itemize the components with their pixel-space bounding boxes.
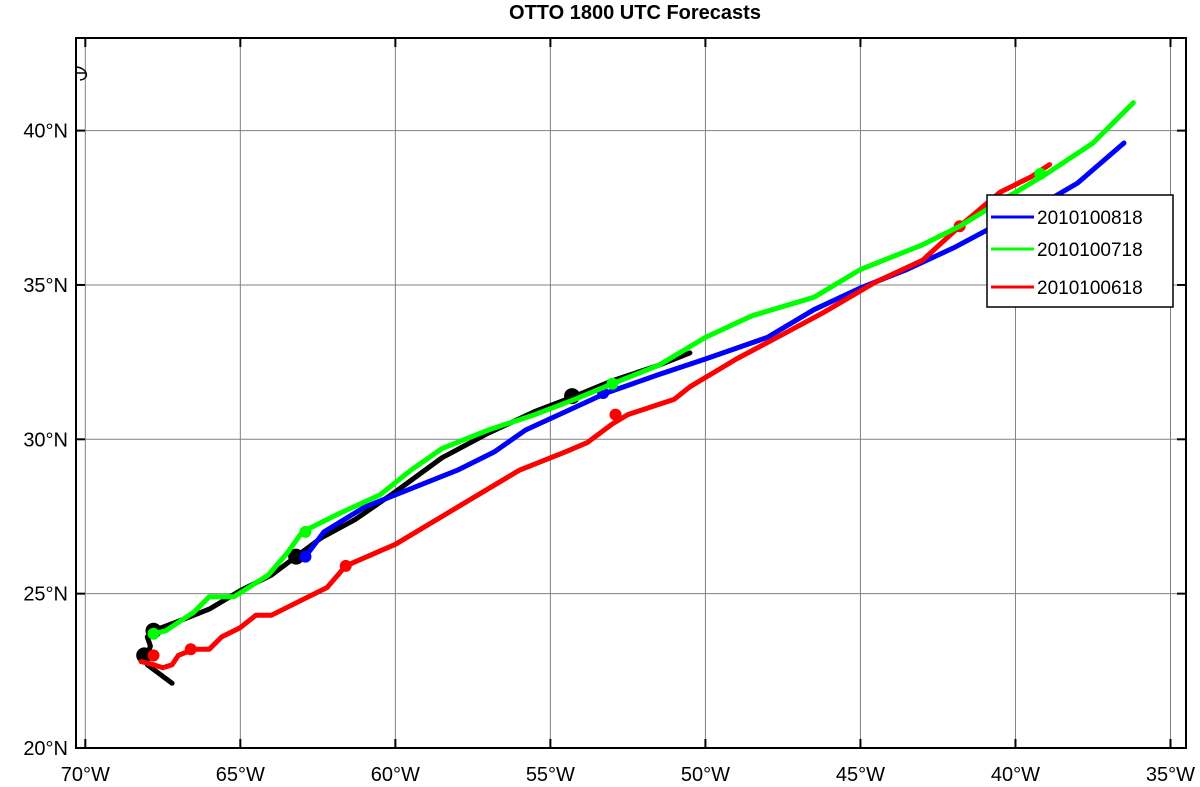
legend-label: 2010100718 [1037, 240, 1143, 261]
grid [76, 38, 1186, 749]
map-corner-icon [75, 66, 88, 81]
series-2010100718-marker [147, 627, 160, 640]
x-tick-label: 65°W [216, 764, 265, 786]
series-2010100718-line [151, 100, 1136, 637]
x-tick-label: 35°W [1146, 764, 1195, 786]
series-2010100818-marker [299, 550, 312, 563]
y-tick-label: 35°N [23, 275, 68, 297]
series-2010100718-marker [299, 525, 312, 538]
x-tick-label: 50°W [681, 764, 730, 786]
y-tick-label: 25°N [23, 584, 68, 606]
series-2010100618-marker [339, 559, 352, 572]
chart-title: OTTO 1800 UTC Forecasts [509, 2, 761, 24]
series-layer [136, 100, 1136, 686]
y-axis: 20°N 25°N 30°N 35°N 40°N [23, 121, 1186, 760]
observed-track-marker [288, 548, 305, 565]
series-2010100618-marker [609, 408, 622, 421]
x-axis: 70°W 65°W 60°W 55°W 50°W 45°W 40°W 35°W [61, 38, 1195, 786]
x-tick-label: 55°W [526, 764, 575, 786]
x-tick-label: 40°W [991, 764, 1040, 786]
y-tick-label: 20°N [23, 738, 68, 760]
plot-frame [75, 37, 1187, 749]
x-tick-label: 45°W [836, 764, 885, 786]
x-tick-label: 70°W [61, 764, 110, 786]
series-2010100718-marker [1034, 167, 1047, 180]
legend-label: 2010100818 [1037, 208, 1143, 229]
series-2010100618-marker [147, 649, 160, 662]
y-tick-label: 30°N [23, 429, 68, 451]
series-2010100718-marker [606, 377, 619, 390]
series-2010100618-line [138, 162, 1053, 671]
series-2010100618-marker [184, 643, 197, 656]
y-tick-label: 40°N [23, 121, 68, 143]
legend-label: 2010100618 [1037, 278, 1143, 299]
x-tick-label: 60°W [371, 764, 420, 786]
legend: 2010100818 2010100718 2010100618 [986, 194, 1174, 308]
